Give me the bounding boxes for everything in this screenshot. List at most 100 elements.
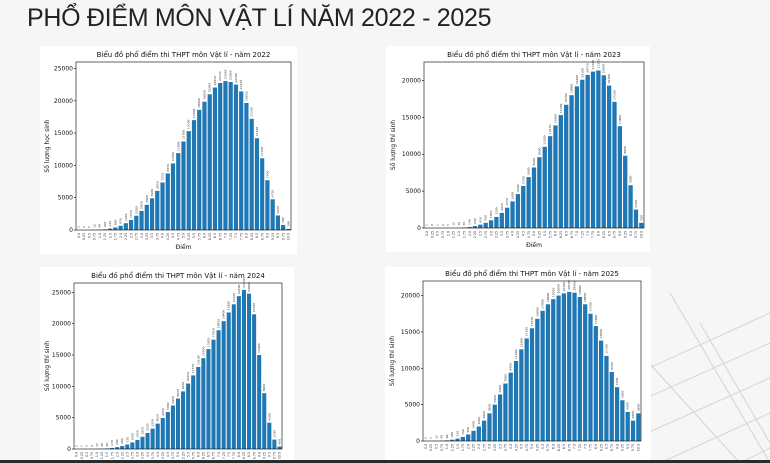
- bar-6.5: [206, 349, 211, 449]
- x-tick-label: 6.25: [202, 452, 206, 459]
- x-tick-label: 5.0: [176, 452, 180, 457]
- bar-7.25: [580, 79, 585, 229]
- bar-10.0: [277, 446, 282, 449]
- x-tick-label: 1.0: [446, 231, 450, 236]
- bar-value-label: 4750: [271, 190, 275, 198]
- x-tick-label: 10.0: [637, 444, 641, 451]
- bar-value-label: 13800: [618, 115, 622, 125]
- bar-value-label: 5: [87, 226, 91, 228]
- bar-value-label: 22050: [213, 76, 217, 86]
- bar-6.25: [558, 115, 563, 228]
- bar-value-label: 1450: [135, 430, 139, 438]
- bar-value-label: 15300: [187, 120, 191, 130]
- bar-value-label: 17100: [612, 90, 616, 100]
- bar-8.0: [244, 103, 249, 230]
- bar-value-label: 21800: [227, 301, 231, 311]
- x-tick-label: 2.0: [468, 231, 472, 236]
- bar-value-label: 2550: [146, 423, 150, 431]
- bar-value-label: 17900: [541, 299, 545, 309]
- bar-5.5: [542, 146, 547, 228]
- bar-3.0: [487, 413, 492, 441]
- bar-value-label: 5900: [166, 402, 170, 410]
- bar-3.25: [494, 216, 499, 228]
- bar-value-label: 17000: [192, 109, 196, 119]
- bar-value-label: 8750: [166, 164, 170, 172]
- bar-8.0: [593, 326, 598, 441]
- bar-4.0: [155, 423, 160, 449]
- x-tick-label: 5.75: [197, 233, 201, 240]
- bar-value-label: 9200: [181, 382, 185, 390]
- bar-value-label: 480: [120, 438, 124, 444]
- bar-1.75: [460, 436, 465, 441]
- bar-value-label: 16700: [564, 93, 568, 103]
- bar-value-label: 40: [100, 443, 104, 447]
- bar-6.75: [567, 291, 572, 441]
- x-tick-label: 6.75: [567, 444, 571, 451]
- bar-value-label: 4900: [150, 189, 154, 197]
- bar-2.5: [476, 426, 481, 441]
- x-tick-label: 5.75: [548, 231, 552, 238]
- bar-9.0: [614, 387, 620, 441]
- x-tick-label: 4.5: [520, 444, 524, 449]
- bar-value-label: 19500: [551, 288, 555, 298]
- x-tick-label: 8.5: [247, 452, 251, 457]
- x-tick-label: 8.75: [260, 233, 264, 240]
- bar-9.25: [262, 393, 267, 449]
- x-tick-label: 2.5: [477, 444, 481, 449]
- bar-value-label: 90: [105, 443, 109, 447]
- bottom-rule: [0, 460, 770, 463]
- bar-4.0: [508, 372, 513, 441]
- x-tick-label: 1.5: [456, 444, 460, 449]
- bar-6.5: [561, 293, 567, 441]
- y-tick-label: 10000: [402, 151, 421, 158]
- y-axis-label: Số lượng học sinh: [44, 119, 51, 172]
- bar-9.25: [623, 155, 628, 228]
- x-tick-label: 6.5: [564, 231, 568, 236]
- bar-value-label: 21350: [596, 59, 600, 69]
- bar-1.25: [450, 439, 455, 441]
- chart-panel-2023: Biểu đồ phổ điểm thi THPT môn Vật lí - n…: [386, 46, 650, 252]
- bar-value-label: 24800: [247, 282, 251, 292]
- bar-value-label: 390: [113, 220, 117, 226]
- bar-value-label: 6050: [155, 181, 159, 189]
- bar-value-label: 6: [90, 445, 94, 447]
- bar-9.0: [257, 355, 262, 449]
- x-tick-label: 0.5: [87, 233, 91, 238]
- x-tick-label: 6.75: [570, 231, 574, 238]
- bar-3.5: [499, 212, 504, 228]
- bar-value-label: 40: [440, 435, 444, 439]
- y-tick-label: 20000: [401, 293, 420, 300]
- y-tick-label: 10000: [54, 162, 73, 169]
- bar-8.0: [596, 70, 601, 228]
- bar-value-label: 1500: [494, 207, 498, 215]
- bar-7.75: [590, 71, 596, 228]
- bar-value-label: 14200: [255, 127, 259, 137]
- x-tick-label: 2.0: [466, 444, 470, 449]
- bar-value-label: 18000: [570, 84, 574, 94]
- x-tick-label: 9.75: [631, 444, 635, 451]
- chart-title: Biểu đồ phổ điểm thi THPT môn Vật lí - n…: [445, 269, 619, 278]
- bar-value-label: 15: [434, 435, 438, 439]
- x-tick-label: 7.5: [234, 233, 238, 238]
- x-tick-label: 9.25: [621, 444, 625, 451]
- x-tick-label: 0.25: [430, 231, 434, 238]
- bar-4.75: [524, 338, 529, 441]
- x-tick-label: 8.25: [242, 452, 246, 459]
- x-tick-label: 0.25: [80, 452, 84, 459]
- bar-value-label: 16800: [535, 307, 539, 317]
- chart-panel-2022: Biểu đồ phổ điểm thi THPT môn Vật lí - n…: [40, 46, 297, 254]
- x-tick-label: 4.5: [521, 231, 525, 236]
- bar-6.75: [218, 83, 223, 230]
- bar-value-label: 1: [80, 445, 84, 447]
- x-tick-label: 0.75: [441, 231, 445, 238]
- y-axis-label: Số lượng thí sinh: [44, 341, 51, 391]
- bar-value-label: 9600: [537, 147, 541, 155]
- x-tick-label: 1.25: [100, 452, 104, 459]
- x-tick-label: 3.75: [151, 452, 155, 459]
- bar-10.0: [639, 222, 644, 228]
- y-tick-label: 10000: [52, 383, 71, 390]
- bar-2.5: [128, 219, 134, 230]
- bar-value-label: 2800: [482, 411, 486, 419]
- bar-value-label: 3: [77, 226, 81, 228]
- bar-value-label: 21200: [591, 60, 595, 70]
